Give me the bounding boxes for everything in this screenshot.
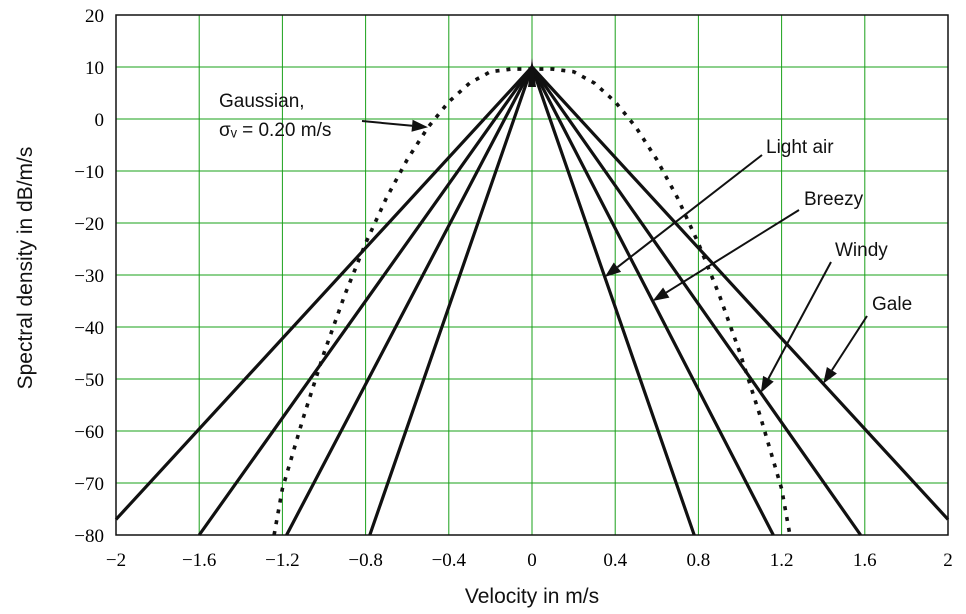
x-tick-label-7: 0.8 <box>687 550 711 571</box>
y-tick-label-3: −10 <box>74 162 104 183</box>
light-air-arrow-shaft <box>616 154 763 268</box>
windy-arrow-head <box>760 375 774 393</box>
gale-arrow-head <box>823 367 837 384</box>
annotations: Gaussian, σᵥ = 0.20 m/s Light air Breezy… <box>219 91 912 315</box>
breezy-arrow-shaft <box>665 209 800 294</box>
gale-arrow-shaft <box>831 315 868 371</box>
x-tick-label-4: −0.4 <box>432 550 467 571</box>
light-air-label: Light air <box>766 137 834 158</box>
y-tick-label-1: 10 <box>85 58 104 79</box>
gaussian-arrow-shaft <box>361 120 413 127</box>
x-tick-label-5: 0 <box>527 550 537 571</box>
x-tick-label-8: 1.2 <box>770 550 794 571</box>
light-air-arrow-head <box>604 262 622 277</box>
x-tick-label-6: 0.4 <box>603 550 627 571</box>
gale-label: Gale <box>872 294 912 315</box>
y-tick-label-9: −70 <box>74 474 104 495</box>
y-tick-label-2: 0 <box>95 110 105 131</box>
windy-label: Windy <box>835 240 888 261</box>
gaussian-label-line2: σᵥ = 0.20 m/s <box>219 120 331 141</box>
x-tick-label-1: −1.6 <box>182 550 216 571</box>
tick-labels: −2 −1.6 −1.2 −0.8 −0.4 0 0.4 0.8 1.2 1.6 2 20 10 0 −10… <box>74 6 952 571</box>
breezy-label: Breezy <box>804 189 864 210</box>
windy-arrow-shaft <box>767 261 832 380</box>
peak-marker <box>528 58 536 87</box>
series-layer <box>114 58 950 536</box>
gaussian-label-line1: Gaussian, <box>219 91 305 112</box>
gaussian-arrow-head <box>411 119 428 132</box>
y-tick-label-0: 20 <box>85 6 104 27</box>
x-axis-title: Velocity in m/s <box>465 585 599 608</box>
x-tick-label-3: −0.8 <box>348 550 382 571</box>
x-tick-label-10: 2 <box>943 550 953 571</box>
x-tick-label-2: −1.2 <box>265 550 299 571</box>
y-tick-label-8: −60 <box>74 422 104 443</box>
x-tick-label-0: −2 <box>106 550 126 571</box>
y-tick-label-4: −20 <box>74 214 104 235</box>
plot-frame <box>115 14 949 536</box>
breezy-arrow-head <box>652 287 670 301</box>
y-tick-label-7: −50 <box>74 370 104 391</box>
y-tick-label-10: −80 <box>74 526 104 547</box>
annotation-arrows <box>361 119 868 393</box>
y-tick-label-6: −40 <box>74 318 104 339</box>
y-axis-title: Spectral density in dB/m/s <box>14 147 37 390</box>
x-tick-label-9: 1.6 <box>853 550 877 571</box>
y-tick-label-5: −30 <box>74 266 104 287</box>
